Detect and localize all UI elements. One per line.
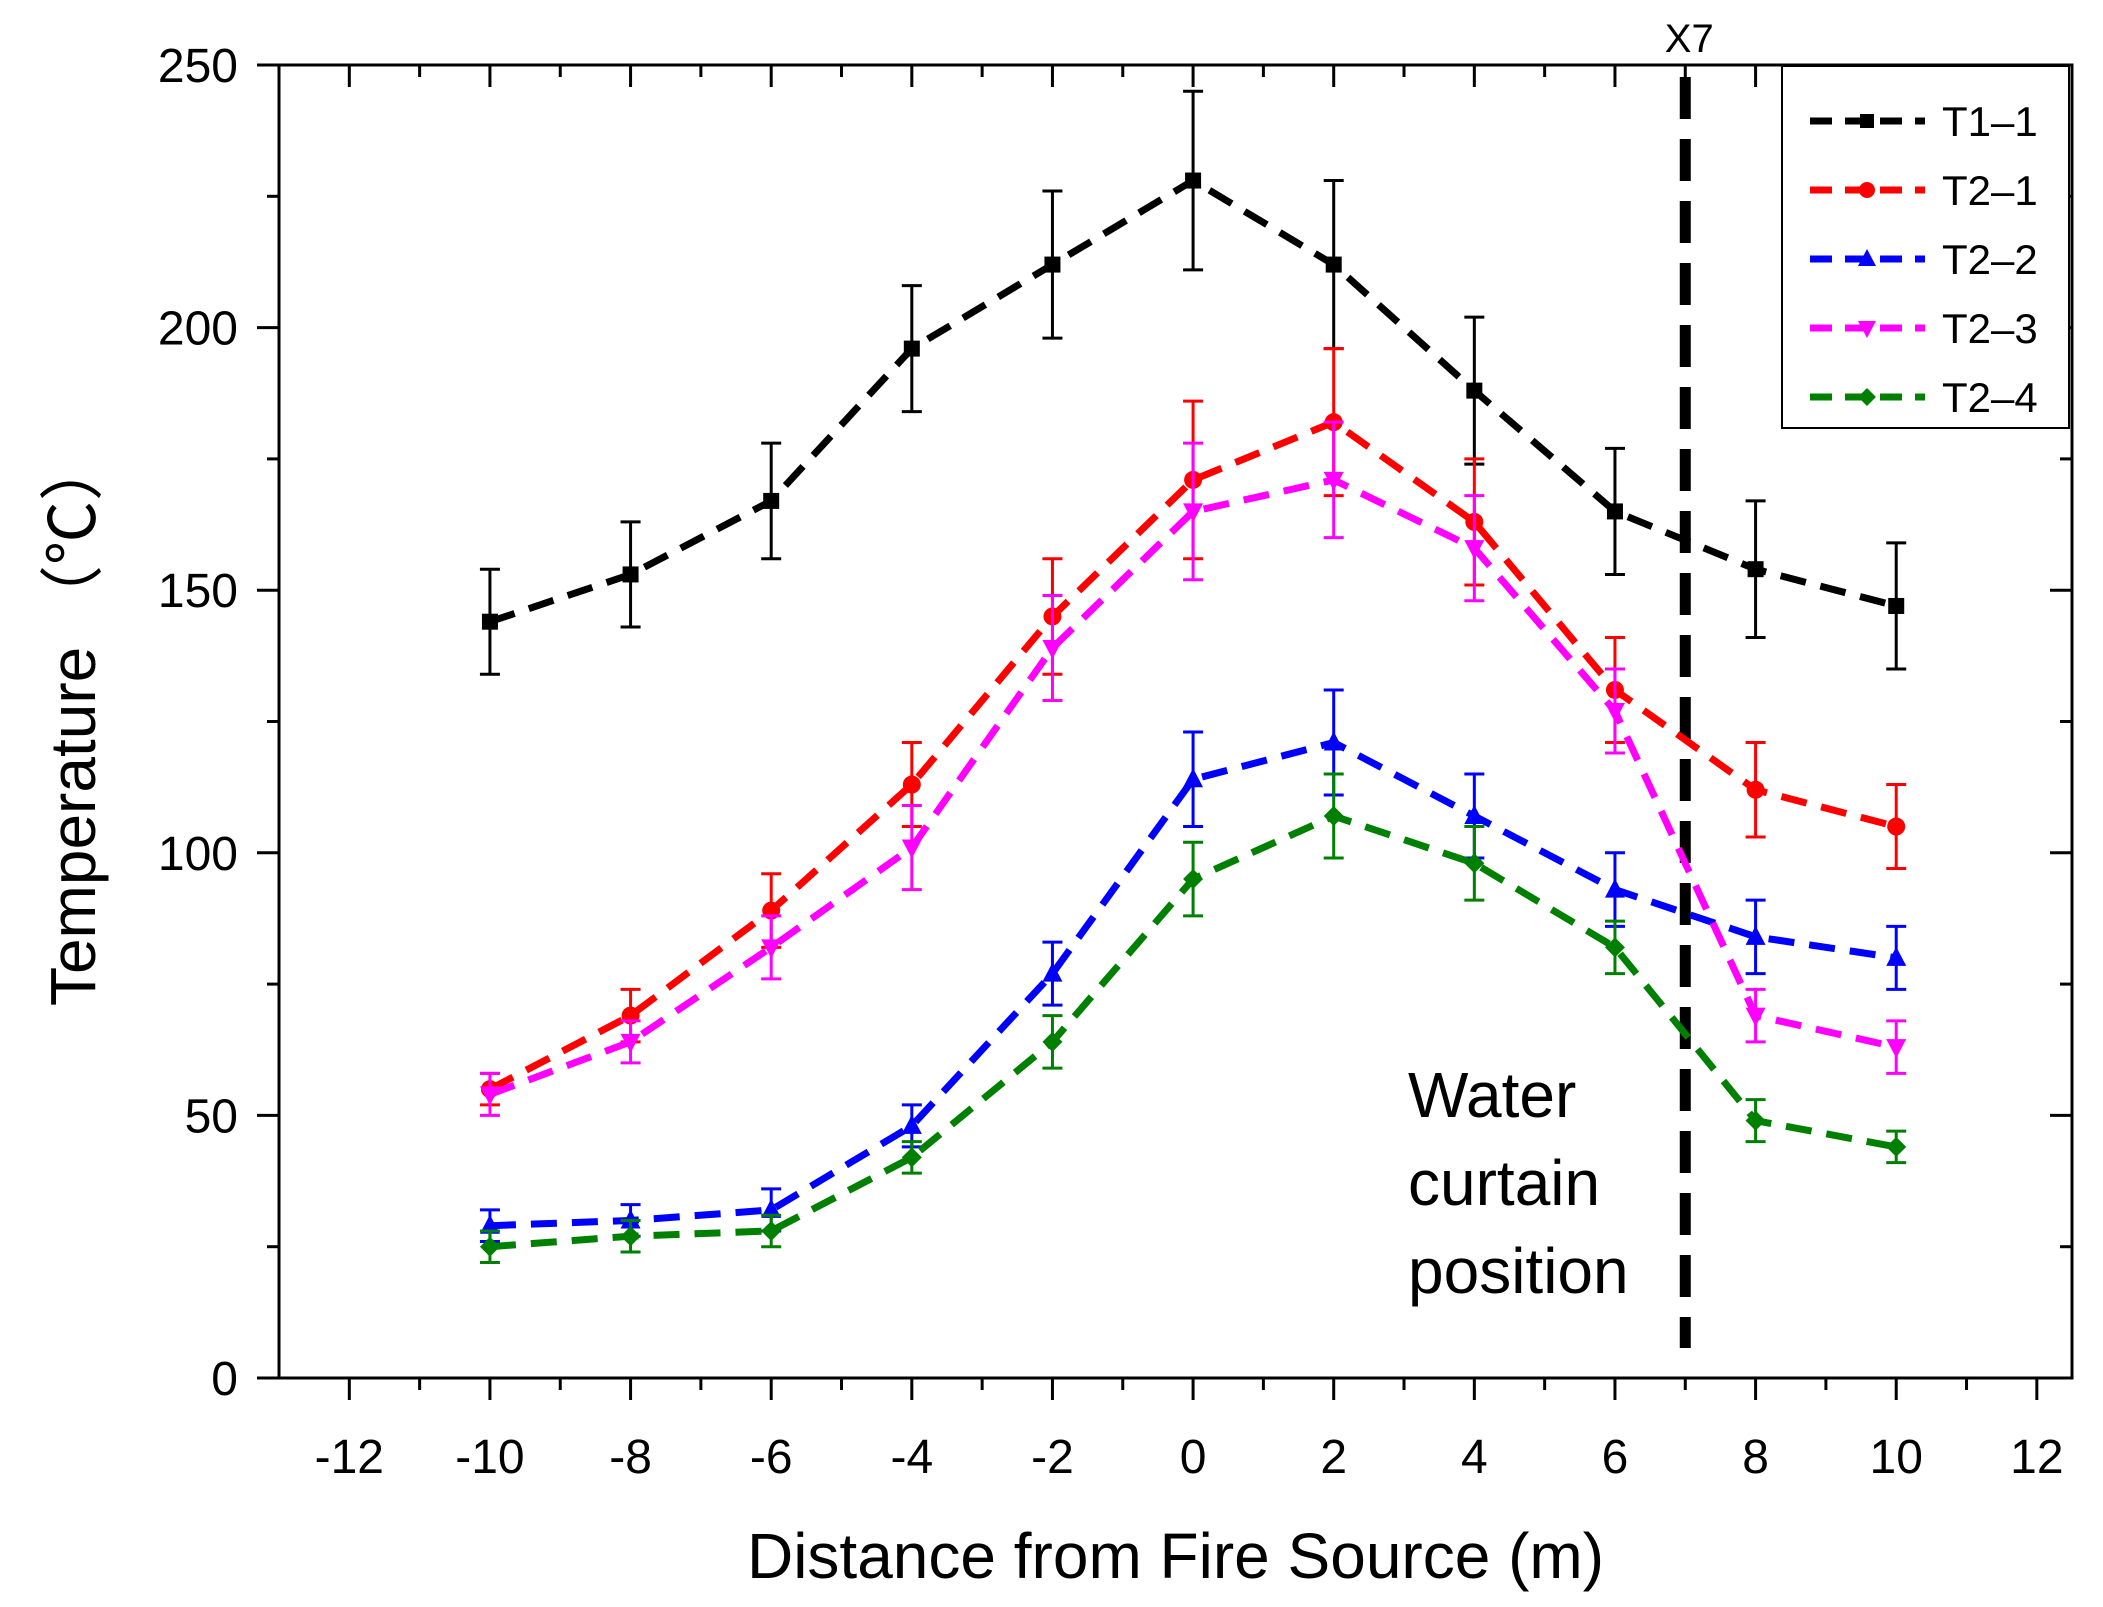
x-tick-label: -12 bbox=[315, 1431, 384, 1484]
x-tick-label: -4 bbox=[890, 1431, 933, 1484]
data-point bbox=[902, 775, 921, 794]
series-T2–2 bbox=[479, 688, 1907, 1243]
data-point bbox=[1042, 962, 1063, 982]
data-point bbox=[481, 613, 498, 630]
data-point bbox=[1745, 1007, 1766, 1027]
data-point bbox=[903, 340, 920, 357]
data-point bbox=[1746, 780, 1765, 799]
series-line bbox=[488, 476, 1897, 1098]
y-tick-label: 200 bbox=[158, 303, 238, 356]
legend-marker bbox=[1858, 388, 1876, 406]
data-point bbox=[620, 1226, 641, 1247]
x-tick-label: -6 bbox=[750, 1431, 793, 1484]
data-point bbox=[1323, 806, 1344, 827]
data-point bbox=[479, 1236, 500, 1257]
data-point bbox=[1745, 1110, 1766, 1131]
y-tick-labels: 0 50 100 150 200 250 bbox=[158, 40, 238, 1406]
series-group bbox=[479, 89, 1907, 1264]
data-point bbox=[1183, 503, 1204, 523]
data-point bbox=[1886, 1136, 1907, 1157]
data-point bbox=[1464, 805, 1485, 825]
reference-line-label: X7 bbox=[1665, 17, 1714, 61]
data-point bbox=[1464, 853, 1485, 874]
series-T2–3 bbox=[479, 420, 1907, 1117]
data-point bbox=[1323, 731, 1344, 751]
series-T2–4 bbox=[479, 772, 1907, 1264]
data-point bbox=[1464, 540, 1485, 560]
series-T1–1 bbox=[479, 89, 1907, 676]
annotation-line: position bbox=[1408, 1235, 1629, 1307]
data-point bbox=[1604, 937, 1625, 958]
x-tick-label: -8 bbox=[609, 1431, 652, 1484]
data-point bbox=[763, 492, 780, 509]
data-point bbox=[1886, 1039, 1907, 1059]
x-tick-labels: -12 -10 -8 -6 -4 -2 0 2 4 6 8 10 12 bbox=[315, 1431, 2064, 1484]
data-point bbox=[1042, 639, 1063, 659]
data-point bbox=[1604, 878, 1625, 898]
data-point bbox=[1042, 1031, 1063, 1052]
y-tick-label: 150 bbox=[158, 565, 238, 618]
water-curtain-annotation: Water curtain position bbox=[1408, 1059, 1629, 1307]
data-point bbox=[1747, 561, 1764, 578]
x-tick-label: 12 bbox=[2010, 1431, 2063, 1484]
legend-marker bbox=[1860, 114, 1874, 128]
y-tick-label: 0 bbox=[211, 1353, 238, 1406]
x-tick-label: 10 bbox=[1870, 1431, 1923, 1484]
y-axis-title: Temperature （℃） bbox=[37, 437, 109, 1006]
data-point bbox=[761, 1220, 782, 1241]
legend-label: T2–4 bbox=[1942, 374, 2038, 421]
data-point bbox=[622, 566, 639, 583]
legend-label: T2–1 bbox=[1942, 167, 2038, 214]
data-point bbox=[761, 1198, 782, 1218]
data-point bbox=[901, 1114, 922, 1134]
axis-ticks bbox=[257, 63, 2072, 1400]
x-tick-label: 0 bbox=[1180, 1431, 1207, 1484]
legend-box bbox=[1781, 65, 2070, 429]
x-axis-title: Distance from Fire Source (m) bbox=[747, 1520, 1604, 1592]
annotation-line: Water bbox=[1408, 1059, 1576, 1131]
series-line bbox=[488, 418, 1898, 1093]
data-point bbox=[1466, 382, 1483, 399]
data-point bbox=[901, 1147, 922, 1168]
legend-label: T2–3 bbox=[1942, 305, 2038, 352]
legend-marker bbox=[1859, 182, 1875, 198]
legend-marker bbox=[1858, 249, 1876, 266]
data-point bbox=[1323, 471, 1344, 491]
y-tick-label: 250 bbox=[158, 40, 238, 93]
series-line bbox=[489, 739, 1897, 1230]
data-point bbox=[1185, 172, 1202, 189]
data-point bbox=[1604, 702, 1625, 722]
data-point bbox=[620, 1033, 641, 1053]
data-point bbox=[1886, 946, 1907, 966]
data-point bbox=[1745, 925, 1766, 945]
x-tick-label: -2 bbox=[1031, 1431, 1074, 1484]
data-point bbox=[479, 1086, 500, 1106]
legend-label: T2–2 bbox=[1942, 236, 2038, 283]
data-point bbox=[761, 939, 782, 959]
x-tick-label: -10 bbox=[455, 1431, 524, 1484]
data-point bbox=[1325, 256, 1342, 273]
data-point bbox=[479, 1214, 500, 1234]
x-tick-label: 2 bbox=[1320, 1431, 1347, 1484]
data-point bbox=[1888, 597, 1905, 614]
legend: T1–1 T2–1 T2–2 T2–3 T2–4 bbox=[1781, 65, 2070, 429]
y-tick-label: 50 bbox=[185, 1090, 238, 1143]
x-tick-label: 8 bbox=[1742, 1431, 1769, 1484]
data-point bbox=[1044, 256, 1061, 273]
legend-marker bbox=[1858, 321, 1876, 338]
y-tick-label: 100 bbox=[158, 828, 238, 881]
data-point bbox=[1183, 869, 1204, 890]
x-tick-label: 6 bbox=[1602, 1431, 1629, 1484]
data-point bbox=[901, 839, 922, 859]
data-point bbox=[1606, 503, 1623, 520]
legend-label: T1–1 bbox=[1942, 98, 2038, 145]
data-point bbox=[1887, 817, 1906, 836]
x-tick-label: 4 bbox=[1461, 1431, 1488, 1484]
data-point bbox=[1183, 768, 1204, 788]
annotation-line: curtain bbox=[1408, 1147, 1600, 1219]
